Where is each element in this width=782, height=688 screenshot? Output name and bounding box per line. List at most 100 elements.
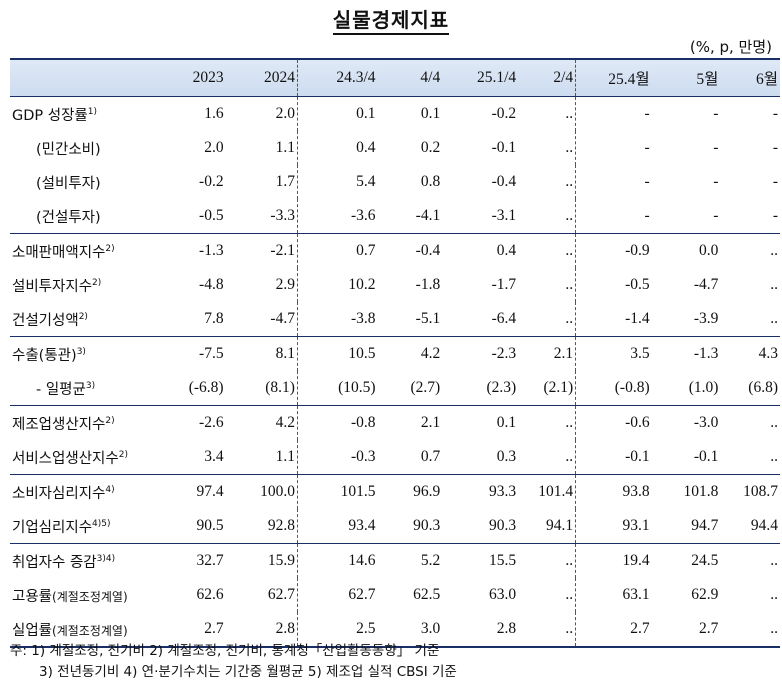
value-cell: -4.7 bbox=[225, 302, 298, 337]
table-row: GDP 성장률1) 1.6 2.0 0.1 0.1 -0.2.. - - - bbox=[10, 96, 780, 131]
value-cell: -2.3 bbox=[442, 336, 519, 371]
value-cell: -0.2 bbox=[442, 96, 519, 131]
page-title: 실물경제지표 bbox=[0, 4, 782, 35]
value-cell: 62.5 bbox=[413, 586, 441, 603]
table-row: 소비자심리지수4) 97.4 100.0 101.5 96.9 93.3 101.4 93.8… bbox=[10, 474, 780, 509]
value-cell: 0.7 bbox=[420, 448, 441, 465]
value-cell: 5.4 bbox=[356, 173, 376, 190]
value-cell: (2.7) bbox=[410, 379, 441, 396]
row-label: 설비투자지수2) bbox=[12, 277, 102, 295]
value-cell: 97.4 bbox=[164, 474, 226, 509]
value-cell: .. bbox=[518, 543, 577, 578]
table-row: 건설기성액2) 7.8 -4.7 -3.8 -5.1 -6.4.. -1.4 -3.9.. bbox=[10, 302, 780, 337]
value-cell: -0.8 bbox=[297, 405, 378, 440]
value-cell: -5.1 bbox=[415, 310, 441, 327]
value-cell: (8.1) bbox=[225, 371, 298, 406]
column-header: 25.1/4 bbox=[442, 58, 519, 97]
footnotes: 주: 1) 계절조정, 전기비 2) 계절조정, 전기비, 통계청「산업활동동향… bbox=[10, 641, 780, 683]
value-cell: 1.7 bbox=[225, 165, 298, 199]
table-row: 고용률(계절조정계열) 62.6 62.7 62.7 62.5 63.0.. 63.1 62.… bbox=[10, 578, 780, 612]
value-cell: .. bbox=[518, 96, 577, 131]
value-cell: 1.1 bbox=[225, 131, 298, 165]
value-cell: 0.4 bbox=[442, 233, 519, 268]
table-row: (민간소비) 2.0 1.1 0.4 0.2 -0.1.. - - - bbox=[10, 131, 780, 165]
row-label: 제조업생산지수2) bbox=[10, 405, 164, 440]
value-cell: 90.3 bbox=[413, 517, 441, 534]
value-cell: 90.3 bbox=[489, 517, 517, 534]
value-cell: 100.0 bbox=[225, 474, 298, 509]
value-cell: .. bbox=[518, 612, 577, 648]
value-cell: - bbox=[713, 139, 719, 156]
table-row: - 일평균3) (-6.8) (8.1) (10.5) (2.7) (2.3) (2.1) (… bbox=[10, 371, 780, 406]
unit-label: (%, p, 만명) bbox=[689, 38, 772, 56]
value-cell: - bbox=[713, 207, 719, 224]
value-cell: .. bbox=[720, 233, 780, 268]
value-cell: 19.4 bbox=[575, 543, 652, 578]
value-cell: 0.1 bbox=[377, 96, 443, 131]
economic-indicators-table: 2023 2024 24.3/4 4/4 25.1/4 2/4 25.4월 5월… bbox=[10, 58, 780, 648]
value-cell: 0.2 bbox=[420, 139, 441, 156]
value-cell: (6.8) bbox=[748, 379, 778, 396]
table-row: (건설투자) -0.5 -3.3 -3.6 -4.1 -3.1.. - - - bbox=[10, 199, 780, 234]
value-cell: 8.1 bbox=[225, 336, 298, 371]
table-row: 서비스업생산지수2) 3.4 1.1 -0.3 0.7 0.3.. -0.1 -0.1.. bbox=[10, 440, 780, 475]
value-cell: -0.9 bbox=[575, 233, 652, 268]
value-cell: -2.6 bbox=[164, 405, 226, 440]
row-label: (건설투자) bbox=[36, 209, 101, 226]
value-cell: -1.8 bbox=[415, 276, 441, 293]
column-header: 2024 bbox=[225, 58, 298, 97]
value-cell: -1.3 bbox=[651, 336, 721, 371]
column-header: 2023 bbox=[164, 58, 226, 97]
value-cell: - bbox=[644, 173, 650, 190]
row-label: 소매판매액지수2) bbox=[10, 233, 164, 268]
row-label: 건설기성액2) bbox=[12, 311, 88, 329]
value-cell: .. bbox=[518, 405, 577, 440]
value-cell: -1.3 bbox=[164, 233, 226, 268]
value-cell: 10.2 bbox=[348, 276, 376, 293]
value-cell: 0.1 bbox=[442, 405, 519, 440]
value-cell: - bbox=[644, 207, 650, 224]
value-cell: 108.7 bbox=[720, 474, 780, 509]
table-row: 소매판매액지수2) -1.3 -2.1 0.7 -0.4 0.4.. -0.9 0.0.. bbox=[10, 233, 780, 268]
value-cell: (2.3) bbox=[486, 379, 517, 396]
column-header: 24.3/4 bbox=[297, 58, 378, 97]
value-cell: 101.5 bbox=[297, 474, 378, 509]
value-cell: .. bbox=[518, 302, 577, 337]
value-cell: .. bbox=[518, 268, 577, 302]
value-cell: -0.1 bbox=[625, 448, 650, 465]
value-cell: 4.3 bbox=[720, 336, 780, 371]
value-cell: .. bbox=[518, 199, 577, 234]
row-label: 실업률(계절조정계열) bbox=[10, 612, 164, 648]
value-cell: -4.1 bbox=[415, 207, 441, 224]
value-cell: .. bbox=[518, 440, 577, 475]
value-cell: -0.5 bbox=[199, 207, 224, 224]
value-cell: .. bbox=[518, 131, 577, 165]
value-cell: .. bbox=[770, 310, 778, 327]
value-cell: 2.0 bbox=[204, 139, 224, 156]
value-cell: .. bbox=[720, 405, 780, 440]
value-cell: 93.1 bbox=[622, 517, 650, 534]
value-cell: 62.9 bbox=[691, 586, 719, 603]
value-cell: -0.3 bbox=[350, 448, 376, 465]
value-cell: 4.2 bbox=[225, 405, 298, 440]
row-label: 취업자수 증감3)4) bbox=[10, 543, 164, 578]
value-cell: 63.1 bbox=[622, 586, 650, 603]
value-cell: -4.7 bbox=[693, 276, 719, 293]
value-cell: -4.8 bbox=[199, 276, 224, 293]
value-cell: .. bbox=[518, 165, 577, 199]
value-cell: 94.4 bbox=[750, 517, 778, 534]
value-cell: - bbox=[651, 96, 721, 131]
row-label: 기업심리지수4)5) bbox=[12, 518, 111, 536]
row-label: 고용률(계절조정계열) bbox=[12, 588, 128, 605]
value-cell: 2.1 bbox=[377, 405, 443, 440]
value-cell: 2.5 bbox=[297, 612, 378, 648]
value-cell: 5.2 bbox=[377, 543, 443, 578]
row-label: 소비자심리지수4) bbox=[10, 474, 164, 509]
value-cell: - bbox=[772, 139, 778, 156]
value-cell: 93.8 bbox=[575, 474, 652, 509]
value-cell: 15.5 bbox=[442, 543, 519, 578]
value-cell: 3.0 bbox=[377, 612, 443, 648]
row-label: - 일평균3) bbox=[36, 380, 96, 398]
value-cell: 3.5 bbox=[575, 336, 652, 371]
value-cell: 62.7 bbox=[225, 578, 298, 612]
